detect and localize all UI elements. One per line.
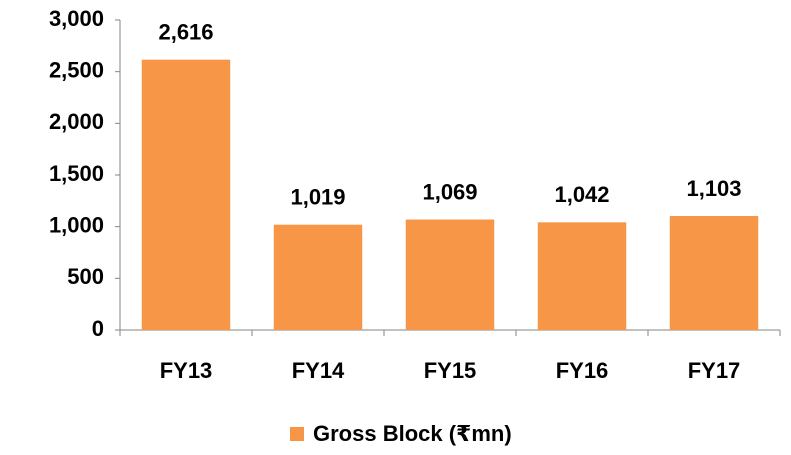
value-label: 1,019	[290, 185, 345, 210]
value-label: 1,042	[554, 182, 609, 207]
value-label: 2,616	[158, 19, 213, 44]
y-tick-label: 500	[67, 264, 104, 289]
bar	[141, 59, 231, 331]
bar	[405, 219, 495, 330]
x-tick-label: FY16	[556, 358, 609, 383]
y-tick-label: 2,000	[49, 109, 104, 134]
y-tick-label: 3,000	[49, 6, 104, 31]
value-label: 1,069	[422, 179, 477, 204]
x-tick-label: FY15	[424, 358, 477, 383]
x-tick-label: FY13	[160, 358, 213, 383]
bar	[669, 216, 759, 330]
value-label: 1,103	[686, 176, 741, 201]
x-tick-label: FY14	[292, 358, 345, 383]
y-tick-label: 1,000	[49, 212, 104, 237]
bar	[537, 222, 627, 330]
y-tick-label: 2,500	[49, 57, 104, 82]
x-tick-label: FY17	[688, 358, 741, 383]
y-tick-label: 0	[92, 316, 104, 341]
bar	[273, 224, 363, 330]
legend-label: Gross Block (₹mn)	[313, 421, 512, 446]
y-tick-label: 1,500	[49, 161, 104, 186]
legend-swatch	[290, 427, 304, 441]
